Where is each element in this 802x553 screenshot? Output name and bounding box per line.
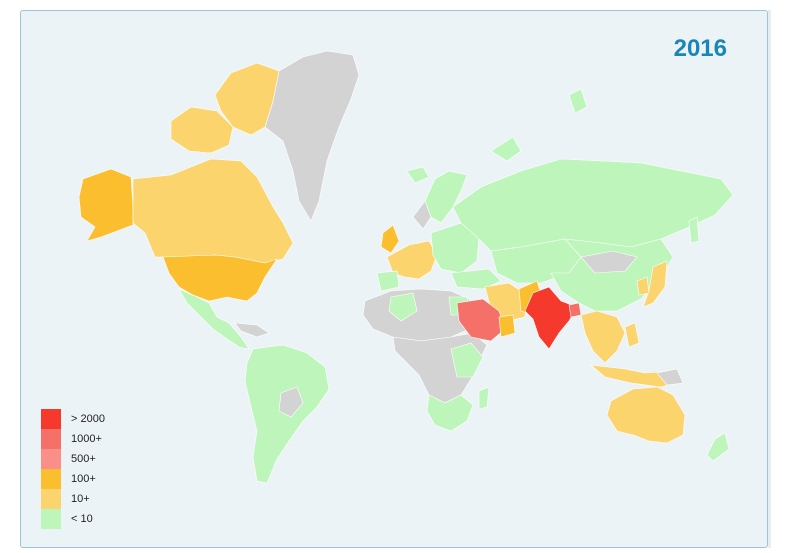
region-uk[interactable] bbox=[380, 224, 400, 254]
region-madagascar[interactable] bbox=[478, 386, 490, 410]
region-iceland[interactable] bbox=[406, 166, 430, 184]
region-novaya-zemlya[interactable] bbox=[568, 88, 588, 114]
region-canada-arctic[interactable] bbox=[214, 62, 280, 136]
world-map bbox=[78, 50, 734, 484]
frame-edge bbox=[768, 10, 771, 548]
region-alaska[interactable] bbox=[78, 168, 134, 242]
legend-item-100: 100+ bbox=[41, 469, 105, 489]
legend-swatch bbox=[41, 469, 61, 489]
legend-swatch bbox=[41, 489, 61, 509]
legend-label: > 2000 bbox=[71, 413, 105, 425]
region-southern-africa[interactable] bbox=[426, 394, 474, 432]
region-southeast-asia[interactable] bbox=[580, 310, 626, 364]
region-arctic-islands[interactable] bbox=[490, 136, 522, 162]
region-australia[interactable] bbox=[606, 386, 686, 444]
region-canada[interactable] bbox=[132, 158, 294, 264]
region-mongolia bbox=[580, 250, 638, 274]
region-caribbean bbox=[234, 322, 270, 338]
legend-item-gt2000: > 2000 bbox=[41, 409, 105, 429]
region-usa[interactable] bbox=[162, 254, 278, 302]
legend-swatch bbox=[41, 449, 61, 469]
region-scandinavia[interactable] bbox=[424, 170, 468, 224]
region-japan[interactable] bbox=[642, 260, 668, 308]
legend-label: 100+ bbox=[71, 473, 96, 485]
legend-item-lt10: < 10 bbox=[41, 509, 105, 529]
legend-item-1000: 1000+ bbox=[41, 429, 105, 449]
region-north-africa-green[interactable] bbox=[388, 292, 418, 322]
region-canada-islands[interactable] bbox=[170, 106, 234, 154]
region-turkey[interactable] bbox=[450, 268, 502, 290]
region-norway bbox=[412, 200, 432, 230]
region-papua bbox=[656, 368, 684, 386]
region-south-america-nodata bbox=[278, 386, 304, 418]
region-india[interactable] bbox=[524, 286, 578, 350]
legend-item-10: 10+ bbox=[41, 489, 105, 509]
legend-swatch bbox=[41, 409, 61, 429]
legend-label: < 10 bbox=[71, 513, 93, 525]
region-greenland[interactable] bbox=[264, 50, 360, 222]
region-new-zealand[interactable] bbox=[706, 432, 730, 462]
legend-label: 10+ bbox=[71, 493, 90, 505]
region-iberia[interactable] bbox=[376, 270, 400, 292]
year-label: 2016 bbox=[673, 35, 727, 62]
region-saudi-arabia[interactable] bbox=[456, 298, 506, 342]
legend-label: 500+ bbox=[71, 453, 96, 465]
map-container: 2016 > 2000 1000+ 500+ 100+ 10+ < 10 bbox=[20, 10, 768, 548]
legend-item-500: 500+ bbox=[41, 449, 105, 469]
region-east-africa[interactable] bbox=[450, 342, 484, 378]
region-philippines[interactable] bbox=[624, 322, 640, 348]
region-bangladesh[interactable] bbox=[568, 302, 582, 318]
region-oman[interactable] bbox=[498, 314, 516, 338]
legend-label: 1000+ bbox=[71, 433, 102, 445]
region-mexico[interactable] bbox=[178, 288, 250, 350]
region-sakhalin[interactable] bbox=[688, 216, 700, 244]
map-legend: > 2000 1000+ 500+ 100+ 10+ < 10 bbox=[41, 409, 105, 529]
legend-swatch bbox=[41, 509, 61, 529]
legend-swatch bbox=[41, 429, 61, 449]
